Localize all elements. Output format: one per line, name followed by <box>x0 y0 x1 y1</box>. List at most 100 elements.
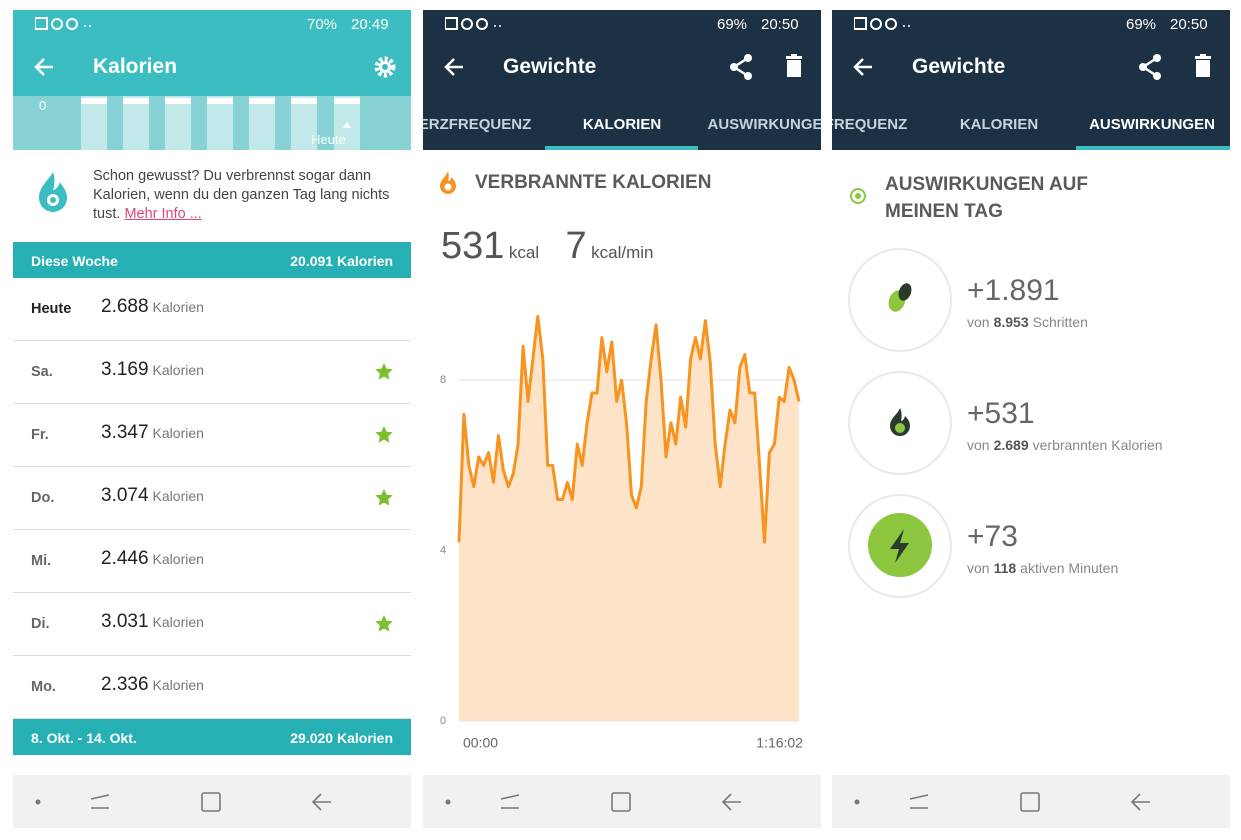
tab-bar: FREQUENZ KALORIEN AUSWIRKUNGEN <box>832 96 1230 150</box>
nav-icons <box>445 792 741 812</box>
impact-value: +531 <box>967 397 1035 430</box>
time: 20:50 <box>1170 16 1208 33</box>
tip: Schon gewusst? Du verbrennst sogar dann … <box>93 167 393 224</box>
target-icon <box>850 188 866 204</box>
total-unit: kcal <box>508 243 540 262</box>
y-tick-label: 4 <box>440 545 446 557</box>
day-label: Mi. <box>31 553 52 569</box>
day-value: 2.446 <box>101 548 149 569</box>
tab-indicator <box>545 146 698 150</box>
rate-unit: kcal/min <box>591 243 654 262</box>
day-row[interactable]: Do. 3.074 Kalorien <box>13 467 411 530</box>
battery: 70% <box>307 16 338 33</box>
day-unit: Kalorien <box>152 677 204 693</box>
nav-dot[interactable] <box>445 799 451 805</box>
section-title: AUSWIRKUNGEN AUF MEINEN TAG <box>885 174 1089 222</box>
foot <box>898 283 912 301</box>
y-tick-label: 0 <box>440 715 446 727</box>
day-value-box: 3.031 Kalorien <box>101 611 204 633</box>
share-button[interactable] <box>1138 54 1162 80</box>
detail-post: aktiven Minuten <box>1020 560 1119 576</box>
tab-active[interactable]: KALORIEN <box>582 116 662 133</box>
goal-star <box>375 426 393 443</box>
nav-home[interactable] <box>611 792 631 812</box>
tip-link[interactable]: Mehr Info ... <box>124 206 202 222</box>
time: 20:49 <box>351 16 389 33</box>
calorie-chart: 0 4 8 00:00 1:16:02 <box>440 314 803 751</box>
detail-number: 118 <box>993 560 1017 576</box>
status-bar: 70% 20:49 <box>13 10 411 38</box>
nav-home[interactable] <box>1020 792 1040 812</box>
detail-pre: von <box>967 560 990 576</box>
nav-bar <box>423 775 821 828</box>
settings-button[interactable] <box>373 55 397 79</box>
nav-dot[interactable] <box>35 799 41 805</box>
summary: 531 kcal 7 kcal/min <box>441 225 654 268</box>
status-icons <box>854 17 910 30</box>
tab-bar: ERZFREQUENZ KALORIEN AUSWIRKUNGE <box>423 96 821 150</box>
tab-indicator <box>1076 146 1230 150</box>
back-button[interactable] <box>33 56 55 78</box>
delete-button[interactable] <box>1194 54 1212 78</box>
goal-star <box>375 489 393 506</box>
star <box>375 363 393 380</box>
previous-week-label: 8. Okt. - 14. Okt. <box>31 730 137 746</box>
impact-detail: von 118 aktiven Minuten <box>967 560 1118 576</box>
axis-zero: 0 <box>39 98 47 113</box>
rate-value: 7 <box>565 225 587 267</box>
back-button[interactable] <box>443 56 465 78</box>
battery: 69% <box>1126 16 1157 33</box>
flame <box>890 408 910 436</box>
nav-recent[interactable] <box>90 794 110 809</box>
day-value: 2.336 <box>101 674 149 695</box>
nav-recent[interactable] <box>500 794 520 809</box>
calorie-icon <box>39 172 67 212</box>
day-unit: Kalorien <box>152 614 204 630</box>
week-label: Diese Woche <box>31 253 118 269</box>
nav-back[interactable] <box>1130 793 1150 811</box>
tab[interactable]: FREQUENZ <box>832 116 908 133</box>
nav-back[interactable] <box>721 793 741 811</box>
tip-text: Schon gewusst? Du verbrennst sogar dann … <box>93 168 390 222</box>
goal-star <box>375 363 393 380</box>
day-row[interactable]: Di. 3.031 Kalorien <box>13 593 411 656</box>
status-icons <box>35 17 91 30</box>
week-bar: Diese Woche 20.091 Kalorien <box>13 242 411 278</box>
impact-value: +1.891 <box>967 274 1060 307</box>
day-row[interactable]: Mi. 2.446 Kalorien <box>13 530 411 593</box>
previous-week-bar[interactable]: 8. Okt. - 14. Okt. 29.020 Kalorien <box>13 719 411 755</box>
delete-button[interactable] <box>785 54 803 78</box>
nav-recent[interactable] <box>909 794 929 809</box>
nav-dot[interactable] <box>854 799 860 805</box>
day-row[interactable]: Fr. 3.347 Kalorien <box>13 404 411 467</box>
tab[interactable]: KALORIEN <box>959 116 1039 133</box>
screen-burned: 69% 20:50 Gewichte ERZFREQUENZ KALORIEN … <box>423 10 821 828</box>
day-row[interactable]: Heute 2.688 Kalorien <box>13 278 411 341</box>
tab-active[interactable]: AUSWIRKUNGEN <box>1089 116 1215 133</box>
detail-pre: von <box>967 437 990 453</box>
impact-detail: von 8.953 Schritten <box>967 314 1088 330</box>
nav-icons <box>35 792 331 812</box>
day-label: Di. <box>31 616 50 632</box>
day-unit: Kalorien <box>152 299 204 315</box>
detail-post: Schritten <box>1032 314 1088 330</box>
header: Gewichte <box>832 38 1230 96</box>
tab[interactable]: AUSWIRKUNGE <box>707 116 822 133</box>
day-value-box: 2.336 Kalorien <box>101 674 204 696</box>
strip-bars <box>81 96 360 150</box>
share-button[interactable] <box>729 54 753 80</box>
day-unit: Kalorien <box>152 362 204 378</box>
nav-home[interactable] <box>201 792 221 812</box>
tab[interactable]: ERZFREQUENZ <box>423 116 532 133</box>
day-row[interactable]: Sa. 3.169 Kalorien <box>13 341 411 404</box>
day-label: Sa. <box>31 364 53 380</box>
day-row[interactable]: Mo. 2.336 Kalorien <box>13 656 411 719</box>
flame-core <box>895 423 905 433</box>
previous-week-total: 29.020 Kalorien <box>290 730 393 746</box>
week-total: 20.091 Kalorien <box>290 253 393 269</box>
back-button[interactable] <box>852 56 874 78</box>
flame-icon <box>440 171 456 194</box>
nav-back[interactable] <box>311 793 331 811</box>
day-label: Heute <box>31 301 72 317</box>
